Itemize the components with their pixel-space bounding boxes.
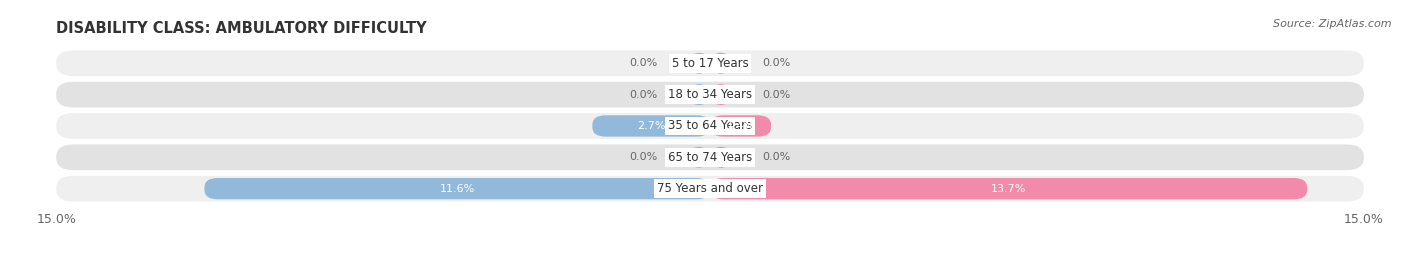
Text: 0.0%: 0.0% xyxy=(762,90,790,100)
Text: 1.4%: 1.4% xyxy=(727,121,755,131)
Text: 0.0%: 0.0% xyxy=(762,58,790,68)
Text: 0.0%: 0.0% xyxy=(762,152,790,162)
FancyBboxPatch shape xyxy=(689,84,710,105)
FancyBboxPatch shape xyxy=(56,82,1364,107)
Legend: Male, Female: Male, Female xyxy=(644,266,776,268)
Text: 65 to 74 Years: 65 to 74 Years xyxy=(668,151,752,164)
Text: 0.0%: 0.0% xyxy=(630,90,658,100)
FancyBboxPatch shape xyxy=(689,53,710,74)
Text: 0.0%: 0.0% xyxy=(630,152,658,162)
FancyBboxPatch shape xyxy=(689,147,710,168)
FancyBboxPatch shape xyxy=(56,176,1364,202)
Text: 13.7%: 13.7% xyxy=(991,184,1026,194)
Text: Source: ZipAtlas.com: Source: ZipAtlas.com xyxy=(1274,19,1392,29)
Text: 35 to 64 Years: 35 to 64 Years xyxy=(668,120,752,132)
FancyBboxPatch shape xyxy=(710,147,731,168)
FancyBboxPatch shape xyxy=(710,84,731,105)
Text: 5 to 17 Years: 5 to 17 Years xyxy=(672,57,748,70)
FancyBboxPatch shape xyxy=(204,178,710,199)
FancyBboxPatch shape xyxy=(710,178,1308,199)
Text: 0.0%: 0.0% xyxy=(630,58,658,68)
FancyBboxPatch shape xyxy=(56,113,1364,139)
Text: 75 Years and over: 75 Years and over xyxy=(657,182,763,195)
FancyBboxPatch shape xyxy=(710,115,770,137)
FancyBboxPatch shape xyxy=(710,53,731,74)
Text: 11.6%: 11.6% xyxy=(440,184,475,194)
FancyBboxPatch shape xyxy=(592,115,710,137)
Text: 2.7%: 2.7% xyxy=(637,121,665,131)
Text: 18 to 34 Years: 18 to 34 Years xyxy=(668,88,752,101)
FancyBboxPatch shape xyxy=(56,50,1364,76)
FancyBboxPatch shape xyxy=(56,144,1364,170)
Text: DISABILITY CLASS: AMBULATORY DIFFICULTY: DISABILITY CLASS: AMBULATORY DIFFICULTY xyxy=(56,21,427,36)
